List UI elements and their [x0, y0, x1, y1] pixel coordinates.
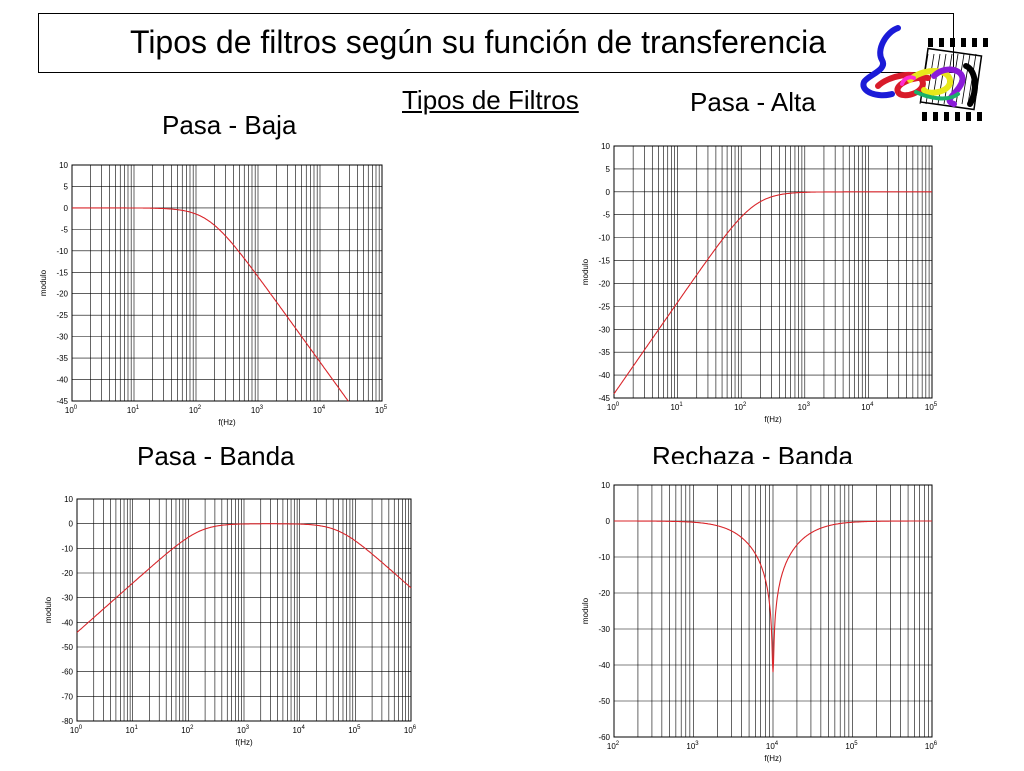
x-tick-label: 106	[404, 725, 417, 735]
x-tick-label: 104	[861, 402, 874, 412]
series-line	[613, 191, 932, 395]
x-tick-label: 103	[798, 402, 811, 412]
y-tick-label: -25	[598, 302, 610, 311]
x-tick-label: 100	[607, 402, 620, 412]
x-axis-label: f(Hz)	[218, 418, 236, 427]
y-tick-label: -5	[61, 225, 69, 234]
page-title: Tipos de filtros según su función de tra…	[129, 24, 827, 60]
x-tick-label: 102	[189, 405, 202, 415]
y-tick-label: -40	[598, 661, 610, 670]
y-tick-label: -20	[598, 589, 610, 598]
series-line	[614, 520, 932, 673]
y-tick-label: 10	[64, 495, 73, 504]
x-tick-label: 104	[313, 405, 326, 415]
y-tick-label: 10	[601, 481, 610, 490]
grid	[76, 498, 412, 722]
x-tick-label: 102	[181, 725, 194, 735]
plot-frame	[76, 498, 412, 722]
y-tick-label: -20	[598, 279, 610, 288]
page-subtitle: Tipos de Filtros	[402, 85, 579, 115]
y-tick-label: -25	[56, 311, 68, 320]
x-axis-label: f(Hz)	[235, 738, 253, 747]
y-tick-label: -5	[603, 211, 611, 220]
y-tick-label: -45	[598, 394, 610, 403]
y-axis-label: modulo	[581, 258, 590, 285]
x-tick-label: 104	[293, 725, 306, 735]
y-tick-label: -70	[61, 692, 73, 701]
y-tick-label: -10	[598, 553, 610, 562]
x-tick-label: 100	[65, 405, 78, 415]
plot-frame	[613, 484, 933, 738]
grid	[71, 164, 383, 402]
y-tick-label: 5	[64, 182, 69, 191]
x-tick-label: 106	[925, 741, 938, 751]
plot-frame	[613, 145, 933, 399]
y-tick-label: -30	[598, 325, 610, 334]
x-tick-label: 103	[686, 741, 699, 751]
x-tick-label: 102	[607, 741, 620, 751]
y-tick-label: -60	[598, 733, 610, 742]
y-tick-label: -80	[61, 717, 73, 726]
y-tick-label: -10	[598, 234, 610, 243]
x-tick-label: 100	[70, 725, 83, 735]
x-tick-label: 104	[766, 741, 779, 751]
x-tick-label: 102	[734, 402, 747, 412]
x-tick-label: 101	[127, 405, 140, 415]
chart-label-bandstop: Rechaza - Banda	[652, 441, 853, 464]
y-tick-label: -35	[598, 348, 610, 357]
x-tick-label: 103	[251, 405, 264, 415]
x-tick-label: 105	[348, 725, 361, 735]
y-tick-label: 0	[69, 520, 74, 529]
series-line	[72, 207, 349, 402]
y-tick-label: -30	[61, 594, 73, 603]
x-tick-label: 101	[670, 402, 683, 412]
y-tick-label: -30	[598, 625, 610, 634]
chart-label-highpass: Pasa - Alta	[690, 87, 816, 117]
y-tick-label: 10	[601, 142, 610, 151]
x-tick-label: 101	[126, 725, 139, 735]
series-line	[76, 523, 412, 633]
y-tick-label: -60	[61, 668, 73, 677]
y-tick-label: -20	[61, 569, 73, 578]
y-axis-label: modulo	[39, 269, 48, 296]
y-axis-label: modulo	[44, 596, 53, 623]
y-tick-label: 0	[64, 204, 69, 213]
x-axis-label: f(Hz)	[764, 415, 782, 424]
x-tick-label: 105	[845, 741, 858, 751]
y-tick-label: -15	[56, 268, 68, 277]
y-tick-label: -10	[61, 544, 73, 553]
y-tick-label: 0	[606, 188, 611, 197]
chart-label-bandpass: Pasa - Banda	[137, 441, 295, 471]
y-tick-label: -40	[61, 618, 73, 627]
y-tick-label: -45	[56, 397, 68, 406]
plot-frame	[71, 164, 383, 402]
grid	[613, 484, 933, 738]
x-axis-label: f(Hz)	[764, 754, 782, 763]
grid	[613, 145, 933, 399]
y-tick-label: -50	[61, 643, 73, 652]
logo-drawing	[860, 25, 988, 121]
y-tick-label: -40	[598, 371, 610, 380]
y-tick-label: 0	[606, 517, 611, 526]
y-tick-label: -10	[56, 247, 68, 256]
y-tick-label: -35	[56, 354, 68, 363]
y-tick-label: 5	[606, 165, 611, 174]
x-tick-label: 103	[237, 725, 250, 735]
y-tick-label: -20	[56, 290, 68, 299]
x-tick-label: 105	[375, 405, 388, 415]
y-tick-label: -40	[56, 376, 68, 385]
y-tick-label: 10	[59, 161, 68, 170]
chart-label-lowpass: Pasa - Baja	[162, 110, 297, 140]
y-tick-label: -30	[56, 333, 68, 342]
y-tick-label: -15	[598, 257, 610, 266]
x-tick-label: 105	[925, 402, 938, 412]
y-tick-label: -50	[598, 697, 610, 706]
logo-icon	[860, 25, 988, 121]
y-axis-label: modulo	[581, 597, 590, 624]
